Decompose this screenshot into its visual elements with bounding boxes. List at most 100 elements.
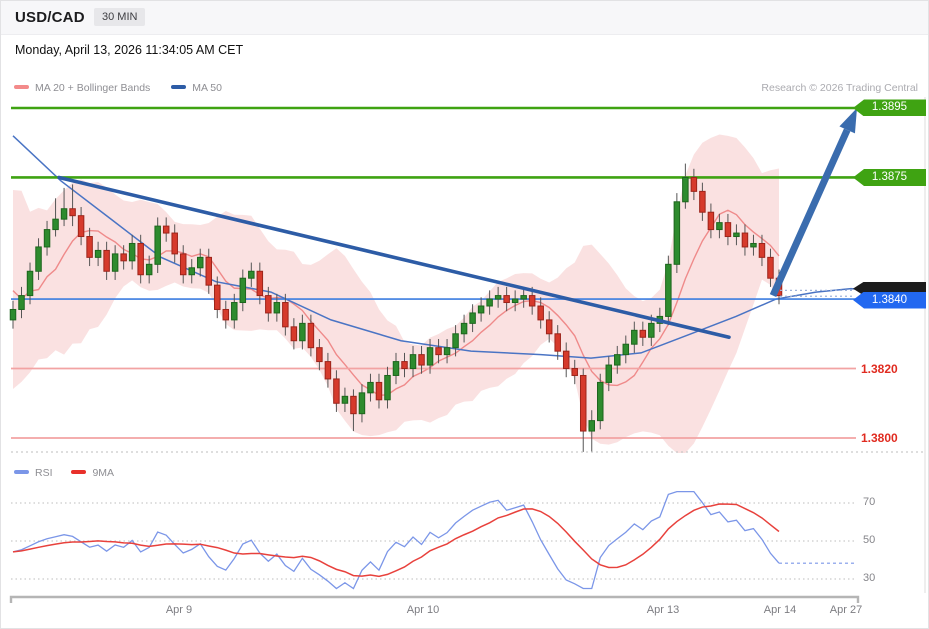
research-credit: Research © 2026 Trading Central bbox=[761, 82, 918, 94]
candle-body bbox=[665, 263, 672, 317]
candle-body bbox=[375, 381, 383, 401]
candle-body bbox=[443, 347, 451, 356]
rsi-axis-label-30: 30 bbox=[863, 572, 876, 584]
candle-body bbox=[486, 298, 493, 307]
candle-body bbox=[520, 295, 527, 300]
title-bar: USD/CAD 30 MIN bbox=[1, 1, 928, 35]
candle-body bbox=[188, 267, 195, 276]
rsi-9ma-line bbox=[12, 503, 780, 578]
candle-body bbox=[767, 256, 774, 279]
candle-body bbox=[562, 350, 570, 370]
candle-body bbox=[77, 215, 85, 238]
x-axis-tick-Apr-13: Apr 13 bbox=[646, 604, 680, 616]
candle-body bbox=[409, 354, 417, 370]
candle-body bbox=[111, 253, 119, 272]
time-range-slider[interactable] bbox=[9, 595, 860, 603]
candle-body bbox=[673, 201, 681, 265]
candle-body bbox=[196, 256, 204, 269]
candle-body bbox=[733, 232, 740, 238]
candle-body bbox=[43, 229, 51, 248]
x-axis-tick-Apr-9: Apr 9 bbox=[165, 604, 193, 616]
candle-body bbox=[503, 295, 510, 304]
descending-trendline bbox=[57, 175, 731, 340]
price-label-1.3820: 1.3820 bbox=[861, 361, 898, 376]
candle-body bbox=[358, 392, 366, 415]
candle-body bbox=[171, 232, 178, 255]
candle-body bbox=[477, 305, 485, 314]
ma50-legend-swatch bbox=[171, 85, 187, 89]
candle-body bbox=[758, 242, 766, 258]
candle-body bbox=[120, 253, 127, 262]
candle-body bbox=[460, 322, 468, 335]
price-tag-1.3875: 1.3875 bbox=[853, 168, 926, 186]
candle-body bbox=[103, 249, 110, 272]
x-axis-tick-Apr-27: Apr 27 bbox=[829, 604, 863, 616]
candle-body bbox=[690, 176, 698, 192]
bollinger-band-area bbox=[13, 134, 779, 454]
candle-body bbox=[452, 333, 459, 349]
candle-body bbox=[290, 326, 298, 342]
candle-body bbox=[401, 361, 408, 370]
candle-body bbox=[605, 364, 613, 383]
x-axis-tick-Apr-10: Apr 10 bbox=[406, 604, 440, 616]
candle-body bbox=[741, 232, 749, 248]
datetime-label: Monday, April 13, 2026 11:34:05 AM CET bbox=[15, 43, 244, 57]
candle-body bbox=[682, 176, 689, 203]
candle-body bbox=[35, 246, 42, 272]
candle-body bbox=[571, 368, 578, 376]
rsi-line bbox=[12, 490, 780, 590]
candle-body bbox=[18, 295, 25, 310]
candle-body bbox=[9, 308, 17, 321]
candle-body bbox=[639, 329, 647, 338]
candle-body bbox=[528, 295, 536, 307]
candle-body bbox=[350, 395, 357, 415]
candle-body bbox=[60, 208, 68, 220]
candle-body bbox=[145, 263, 153, 276]
candle-body bbox=[588, 420, 595, 432]
candle-body bbox=[154, 225, 161, 265]
ma50-line bbox=[12, 135, 924, 359]
candle-body bbox=[162, 225, 170, 234]
rsi-legend-label: RSI bbox=[35, 467, 53, 479]
candle-body bbox=[248, 270, 255, 279]
candle-body bbox=[724, 222, 732, 238]
candle-body bbox=[324, 361, 332, 380]
candle-body bbox=[26, 270, 34, 297]
candle-body bbox=[307, 322, 315, 349]
candle-body bbox=[333, 378, 340, 404]
candle-body bbox=[341, 395, 349, 404]
bullish-arrow-shaft bbox=[769, 128, 851, 298]
candle-body bbox=[511, 298, 519, 304]
timeframe-badge[interactable]: 30 MIN bbox=[94, 8, 146, 26]
ma50-legend-label: MA 50 bbox=[192, 82, 222, 94]
candle-body bbox=[384, 374, 391, 401]
candle-body bbox=[69, 208, 76, 217]
candle-body bbox=[179, 253, 187, 276]
candle-body bbox=[469, 312, 476, 324]
candle-body bbox=[367, 381, 374, 394]
candle-body bbox=[299, 322, 306, 342]
candle-body bbox=[256, 270, 264, 297]
candle-body bbox=[418, 354, 425, 366]
rsi-9ma-legend-label: 9MA bbox=[92, 467, 115, 479]
candle-body bbox=[316, 347, 323, 363]
rsi-9ma-legend-swatch bbox=[71, 470, 87, 474]
ma20-bb-legend-label: MA 20 + Bollinger Bands bbox=[35, 82, 151, 94]
candle-body bbox=[750, 242, 757, 248]
candle-body bbox=[392, 361, 400, 376]
price-tag-1.3895: 1.3895 bbox=[853, 99, 926, 117]
candle-body bbox=[545, 319, 553, 335]
candle-body bbox=[239, 277, 247, 304]
bullish-arrow-head bbox=[839, 107, 857, 134]
candle-body bbox=[707, 211, 715, 231]
candle-body bbox=[426, 347, 434, 366]
symbol-title: USD/CAD bbox=[15, 9, 85, 26]
candle-body bbox=[231, 302, 238, 321]
price-chart-legend: MA 20 + Bollinger Bands MA 50 bbox=[14, 82, 240, 94]
candle-body bbox=[205, 256, 213, 286]
candle-body bbox=[614, 354, 621, 366]
price-tag-1.3840: 1.3840 bbox=[853, 291, 926, 309]
candle-body bbox=[579, 374, 587, 432]
candle-body bbox=[214, 284, 221, 310]
